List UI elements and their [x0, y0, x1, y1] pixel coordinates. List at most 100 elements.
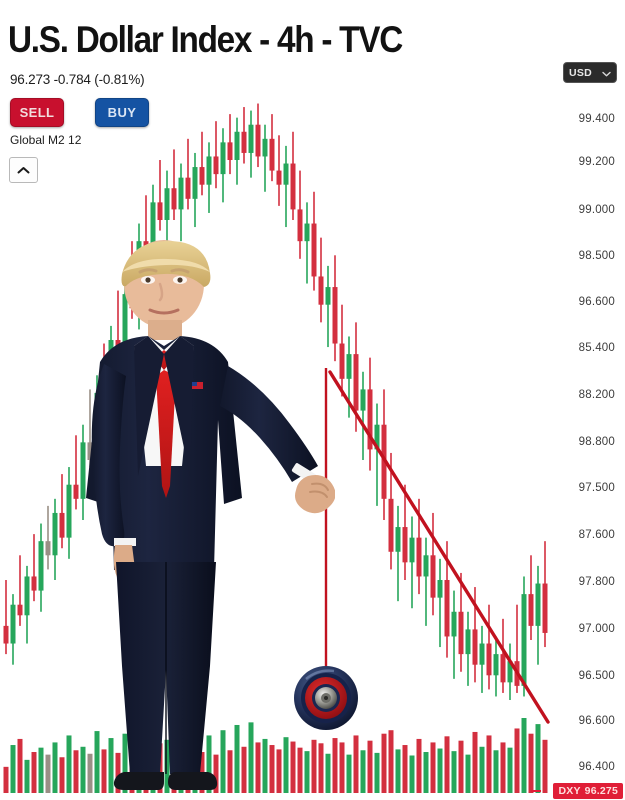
- candle-body: [269, 138, 275, 171]
- axis-tick: 99.000: [578, 204, 615, 216]
- volume-bar: [59, 757, 65, 793]
- last-price-badge[interactable]: DXY 96.275: [553, 783, 623, 799]
- candle-body: [507, 661, 513, 683]
- last-price-tick: [531, 790, 541, 792]
- candle-body: [353, 354, 359, 411]
- candle-body: [332, 287, 338, 344]
- volume-bar: [108, 738, 114, 793]
- volume-bar: [52, 742, 58, 793]
- volume-bars: [3, 718, 548, 793]
- candle-body: [493, 654, 499, 676]
- volume-bar: [262, 738, 268, 793]
- volume-bar: [500, 742, 506, 793]
- volume-bar: [430, 742, 436, 793]
- candle-body: [192, 167, 198, 199]
- axis-tick: 96.600: [578, 715, 615, 727]
- candle-body: [444, 580, 450, 637]
- candle-body: [409, 537, 415, 563]
- candle-body: [304, 223, 310, 242]
- quote-line: 96.273 -0.784 (-0.81%): [10, 72, 145, 87]
- page-title: U.S. Dollar Index - 4h - TVC: [8, 19, 403, 60]
- buy-button[interactable]: BUY: [95, 98, 149, 127]
- axis-tick: 98.800: [578, 436, 615, 448]
- candle-body: [465, 629, 471, 655]
- axis-tick: 98.500: [578, 250, 615, 262]
- axis-tick: 97.500: [578, 482, 615, 494]
- candle-body: [87, 442, 93, 460]
- volume-bar: [325, 753, 331, 793]
- volume-bar: [528, 733, 534, 793]
- candle-body: [52, 512, 58, 556]
- volume-bar: [402, 745, 408, 793]
- axis-tick: 85.400: [578, 342, 615, 354]
- volume-bar: [346, 754, 352, 793]
- axis-tick: 96.400: [578, 761, 615, 773]
- candle-body: [339, 343, 345, 379]
- volume-bar: [472, 731, 478, 793]
- axis-tick: 88.200: [578, 389, 615, 401]
- downtrend-line[interactable]: [328, 370, 550, 724]
- volume-bar: [220, 730, 226, 793]
- volume-bar: [493, 750, 499, 793]
- candle-body: [227, 142, 233, 160]
- candle-body: [3, 625, 9, 644]
- candle-body: [262, 138, 268, 157]
- candle-body: [185, 177, 191, 199]
- candle-body: [430, 555, 436, 598]
- volume-bar: [507, 747, 513, 793]
- volume-bar: [297, 747, 303, 793]
- axis-tick: 97.800: [578, 576, 615, 588]
- volume-bar: [269, 745, 275, 793]
- volume-bar: [234, 724, 240, 793]
- currency-select-value: USD: [569, 66, 593, 79]
- candle-body: [451, 611, 457, 637]
- sell-button[interactable]: SELL: [10, 98, 64, 127]
- candle-body: [437, 580, 443, 598]
- volume-bar: [332, 738, 338, 793]
- volume-bar: [374, 752, 380, 793]
- candle-body: [234, 131, 240, 160]
- axis-tick: 96.600: [578, 296, 615, 308]
- candle-body: [17, 604, 23, 616]
- volume-bar: [115, 752, 121, 793]
- volume-bar: [479, 746, 485, 793]
- candle-body: [199, 167, 205, 185]
- chevron-up-icon: [17, 166, 30, 175]
- volume-bar: [542, 739, 548, 793]
- candlestick-series: [3, 103, 548, 700]
- price-axis[interactable]: 99.400 99.200 99.000 98.500 96.600 85.400 88.2…: [545, 0, 625, 800]
- volume-bar: [255, 742, 261, 793]
- collapse-button[interactable]: [9, 157, 38, 183]
- volume-bar: [535, 724, 541, 793]
- candle-body: [66, 484, 72, 538]
- volume-bar: [514, 728, 520, 793]
- axis-tick: 87.600: [578, 529, 615, 541]
- volume-bar: [17, 738, 23, 793]
- volume-bar: [458, 740, 464, 793]
- downtrend-line: [324, 368, 550, 724]
- volume-bar: [73, 750, 79, 793]
- candle-body: [521, 594, 527, 686]
- candle-body: [458, 611, 464, 655]
- candle-body: [297, 209, 303, 242]
- volume-bar: [318, 743, 324, 793]
- candle-body: [535, 583, 541, 626]
- candle-body: [290, 163, 296, 210]
- volume-bar: [486, 735, 492, 793]
- currency-select[interactable]: USD: [563, 62, 617, 83]
- candle-body: [220, 142, 226, 175]
- candle-body: [479, 643, 485, 665]
- candle-body: [318, 276, 324, 305]
- volume-bar: [381, 733, 387, 793]
- volume-bar: [451, 751, 457, 793]
- volume-bar: [276, 749, 282, 793]
- volume-bar: [206, 735, 212, 793]
- candle-body: [325, 287, 331, 305]
- last-price-symbol: DXY: [558, 785, 581, 797]
- candle-body: [80, 442, 86, 499]
- person-figure: [70, 232, 335, 800]
- axis-tick: 97.000: [578, 623, 615, 635]
- volume-bar: [248, 722, 254, 793]
- candle-body: [542, 583, 548, 633]
